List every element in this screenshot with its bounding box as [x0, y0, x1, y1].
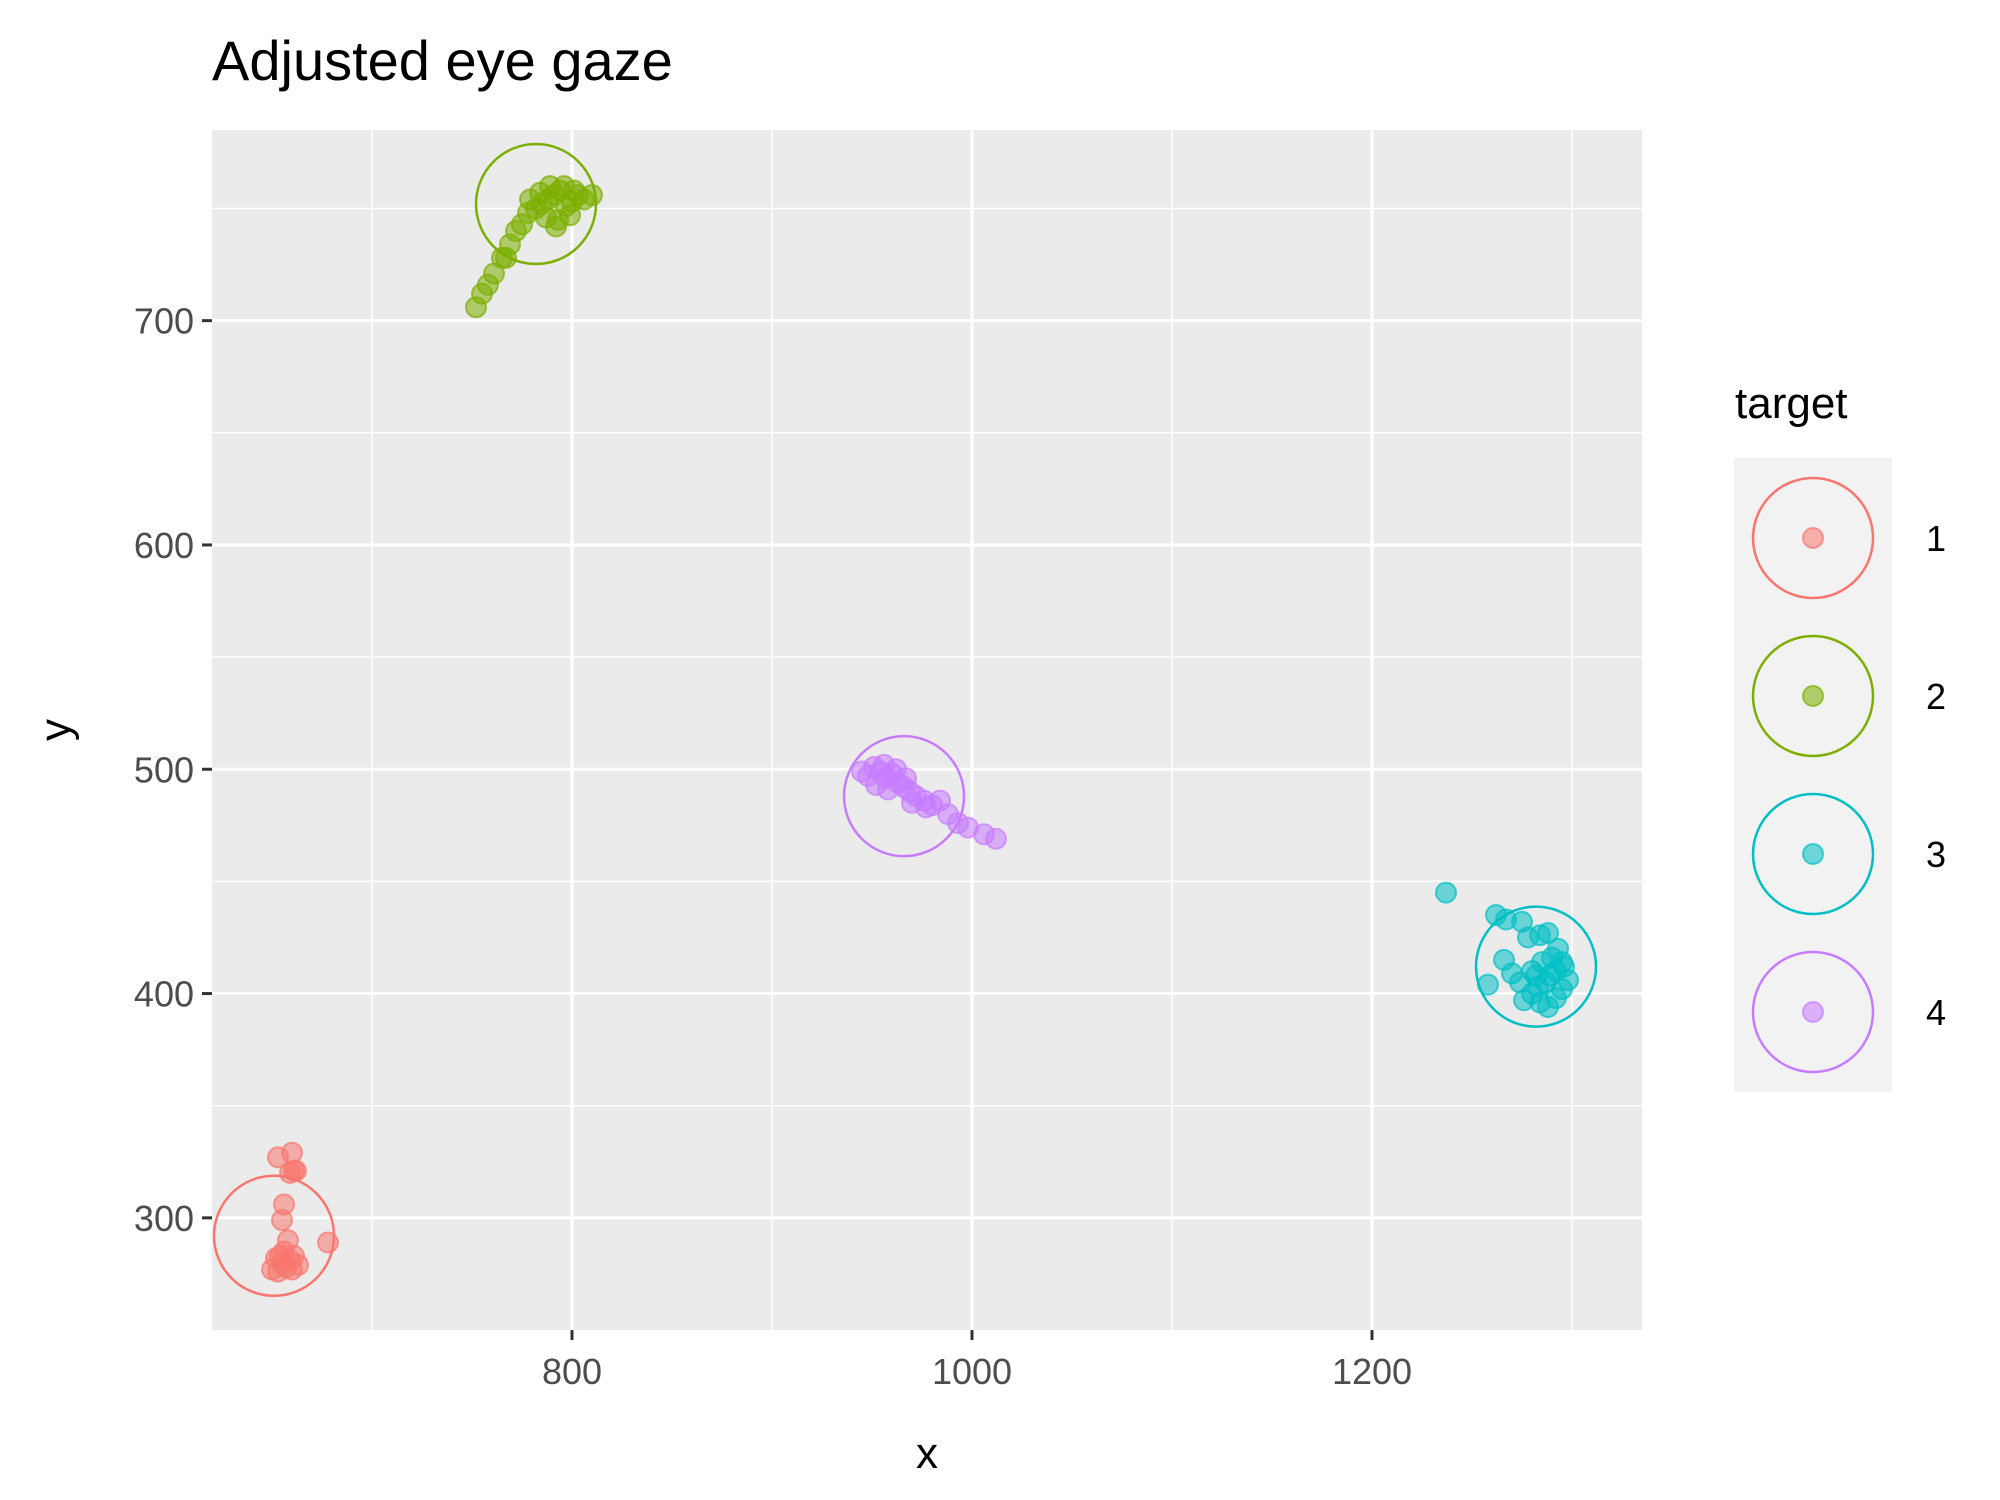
- legend-label-2: 2: [1926, 676, 1946, 717]
- gaze-point-target-4: [985, 827, 1007, 850]
- target-circle-3: [1474, 905, 1598, 1028]
- x-tick-label: 1000: [932, 1351, 1012, 1392]
- gaze-point-target-1: [317, 1231, 339, 1254]
- gaze-point-target-1: [271, 1209, 293, 1232]
- legend-key-circle-3: [1751, 792, 1875, 916]
- y-tick-label: 700: [134, 301, 194, 342]
- y-tick-label: 400: [134, 974, 194, 1015]
- gaze-point-target-2: [581, 184, 603, 207]
- gaze-point-target-2: [545, 215, 567, 238]
- gaze-point-target-3: [1435, 881, 1457, 904]
- legend-key-background: [1734, 458, 1892, 1092]
- gaze-point-target-3: [1551, 951, 1573, 974]
- legend: target 1 2 3 4: [1734, 379, 1946, 1092]
- y-tick-label: 600: [134, 525, 194, 566]
- x-tick-label: 800: [542, 1351, 602, 1392]
- x-tick-label: 1200: [1332, 1351, 1412, 1392]
- y-tick-label: 300: [134, 1198, 194, 1239]
- legend-label-1: 1: [1926, 518, 1946, 559]
- y-tick-label: 500: [134, 749, 194, 790]
- x-axis-title: x: [916, 1429, 938, 1478]
- gaze-point-target-3: [1477, 973, 1499, 996]
- legend-label-4: 4: [1926, 992, 1946, 1033]
- legend-label-3: 3: [1926, 834, 1946, 875]
- gaze-point-target-1: [273, 1240, 295, 1263]
- gaze-point-target-1: [281, 1141, 303, 1164]
- gaze-point-target-1: [285, 1159, 307, 1182]
- gaze-point-target-2: [495, 246, 517, 269]
- gaze-point-target-4: [915, 796, 937, 819]
- gaze-point-target-4: [877, 778, 899, 801]
- target-circle-4: [842, 734, 966, 858]
- y-axis-title: y: [31, 719, 80, 741]
- grid-lines: [212, 130, 1642, 1330]
- gaze-point-target-1: [281, 1258, 303, 1281]
- axes: 800 1000 1200 300 400 500 600 700: [134, 301, 1412, 1392]
- legend-key-circle-1: [1751, 476, 1875, 600]
- legend-key-point-3: [1802, 843, 1824, 865]
- gaze-points: [261, 175, 1579, 1283]
- legend-title: target: [1735, 379, 1848, 428]
- legend-key-point-4: [1802, 1001, 1824, 1023]
- legend-key-circle-2: [1751, 634, 1875, 758]
- legend-key-circle-4: [1751, 950, 1875, 1074]
- gaze-point-target-4: [895, 767, 917, 790]
- gaze-point-target-3: [1517, 926, 1539, 949]
- gaze-point-target-3: [1513, 989, 1535, 1012]
- legend-key-point-1: [1802, 527, 1824, 549]
- gaze-point-target-2: [563, 179, 585, 202]
- legend-key-point-2: [1802, 685, 1824, 707]
- plot-panel: [212, 130, 1642, 1330]
- chart-title: Adjusted eye gaze: [212, 29, 673, 92]
